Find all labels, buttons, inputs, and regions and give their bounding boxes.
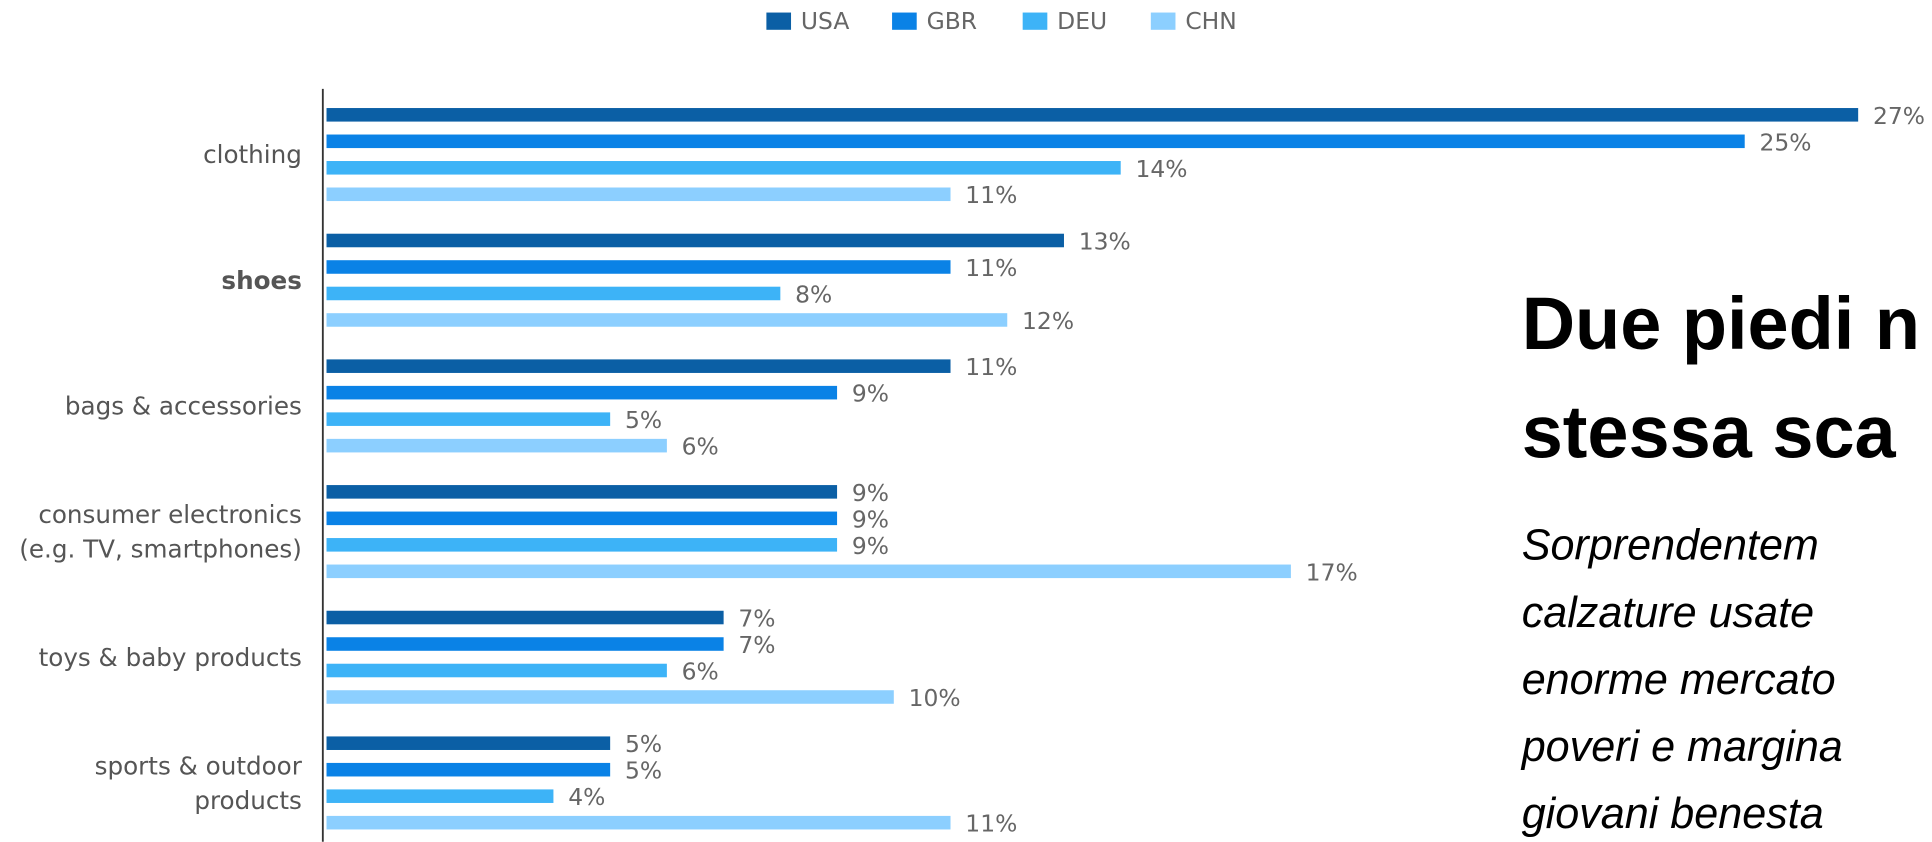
legend-swatch (766, 12, 792, 30)
bar (326, 637, 724, 651)
category-label: consumer electronics (e.g. TV, smartphone… (19, 500, 302, 564)
bar (326, 438, 667, 453)
value-label: 6% (682, 433, 719, 461)
value-label: 9% (852, 479, 889, 507)
value-label: 11% (965, 353, 1017, 381)
category-label: toys & baby products (39, 643, 302, 672)
bar (326, 485, 838, 499)
headline: Due piedi n (1522, 282, 1920, 365)
bar (326, 736, 611, 750)
bar (326, 187, 951, 202)
value-label: 5% (625, 406, 662, 434)
value-label: 7% (738, 631, 775, 659)
bar (326, 762, 611, 777)
value-label: 8% (795, 280, 832, 308)
legend-label: DEU (1057, 7, 1107, 35)
value-label: 17% (1306, 558, 1358, 586)
value-label: 10% (909, 684, 961, 712)
category-label: shoes (221, 266, 301, 295)
bar (326, 134, 1745, 149)
bar (326, 286, 781, 301)
bar (326, 663, 667, 678)
category-label: sports & outdoor products (95, 751, 303, 815)
headline: stessa sca (1522, 390, 1897, 473)
value-label: 25% (1760, 128, 1812, 156)
body-text: calzature usate (1522, 589, 1814, 637)
value-label: 27% (1873, 102, 1925, 130)
category-label: bags & accessories (65, 392, 302, 421)
body-text: Sorprendentem (1522, 522, 1819, 570)
bar (326, 538, 838, 552)
value-label: 4% (568, 783, 605, 811)
bar (326, 690, 894, 704)
bar (326, 610, 724, 625)
body-text: poveri e margina (1520, 723, 1843, 771)
value-label: 11% (965, 810, 1017, 838)
bar (326, 789, 554, 803)
value-label: 9% (852, 505, 889, 533)
bar (326, 260, 951, 274)
value-label: 13% (1079, 227, 1131, 255)
bar (326, 233, 1064, 248)
bar (326, 412, 611, 426)
value-label: 9% (852, 380, 889, 408)
legend-label: GBR (927, 7, 977, 35)
bar (326, 385, 838, 400)
legend-swatch (1022, 12, 1048, 30)
body-text: enorme mercato (1522, 656, 1836, 704)
value-label: 5% (625, 757, 662, 785)
value-label: 11% (965, 181, 1017, 209)
value-label: 14% (1135, 155, 1187, 183)
legend-swatch (892, 12, 917, 30)
value-label: 12% (1022, 307, 1074, 335)
value-label: 11% (965, 254, 1017, 282)
bar (326, 313, 1008, 327)
value-label: 9% (852, 532, 889, 560)
legend-swatch (1150, 12, 1176, 30)
bar (326, 359, 951, 373)
body-text: giovani benesta (1522, 790, 1824, 838)
value-label: 5% (625, 730, 662, 758)
value-label: 7% (738, 604, 775, 632)
bar (326, 108, 1859, 122)
bar (326, 161, 1121, 175)
legend-label: USA (801, 7, 849, 35)
category-label: clothing (203, 140, 302, 169)
value-label: 6% (682, 657, 719, 685)
bar (326, 815, 951, 830)
legend-label: CHN (1185, 7, 1236, 35)
bar (326, 511, 838, 526)
bar (326, 564, 1291, 579)
